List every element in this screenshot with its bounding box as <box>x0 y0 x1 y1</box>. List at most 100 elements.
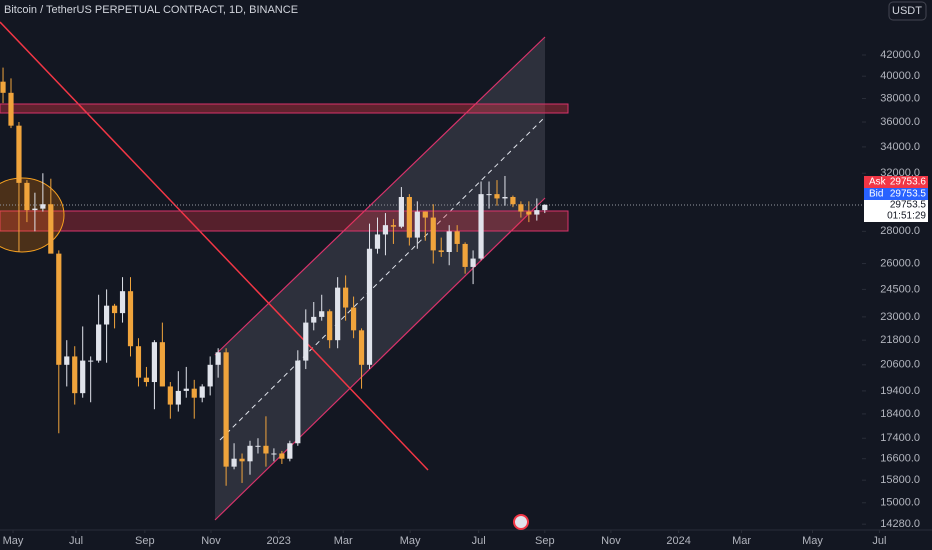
ask-price: 29753.6 <box>890 177 927 188</box>
candle-body <box>151 342 158 383</box>
candle-body <box>135 346 142 378</box>
y-tick-label: 32000.0 <box>880 167 920 179</box>
candle-body <box>104 305 110 325</box>
candle-body <box>327 311 333 341</box>
candle-body <box>111 305 118 314</box>
zone <box>0 103 569 114</box>
candle-body <box>446 231 452 253</box>
candle-body <box>510 196 516 205</box>
y-tick-label: 21800.0 <box>880 334 920 346</box>
candle-body <box>542 204 548 211</box>
bid-box <box>864 188 928 200</box>
x-tick-label: Sep <box>135 535 155 547</box>
bid-price: 29753.5 <box>890 189 927 200</box>
x-tick-label: 2024 <box>666 535 690 547</box>
x-tick-label: 2023 <box>266 535 290 547</box>
candle-body <box>199 386 205 398</box>
y-tick-label: 15000.0 <box>880 497 920 509</box>
candle-body <box>239 458 245 462</box>
x-tick-label: Nov <box>601 535 621 547</box>
candle-body <box>398 196 404 227</box>
y-tick-label: 19400.0 <box>880 385 920 397</box>
y-tick-label: 28000.0 <box>880 225 920 237</box>
x-tick-label: Jul <box>872 535 886 547</box>
candle-body <box>215 352 221 365</box>
x-tick-label: Jul <box>69 535 83 547</box>
x-tick-label: Mar <box>732 535 751 547</box>
currency-label[interactable]: USDT <box>892 5 922 17</box>
x-tick-label: May <box>802 535 823 547</box>
candle-body <box>478 194 484 259</box>
candle-body <box>534 210 540 215</box>
candle-body <box>287 443 293 459</box>
candle-body <box>382 225 389 235</box>
chart-title: Bitcoin / TetherUS PERPETUAL CONTRACT, 1… <box>4 4 298 16</box>
channel-upper <box>214 36 546 356</box>
highlight-circle <box>0 177 65 253</box>
candle-body <box>366 248 373 365</box>
y-tick-label: 18400.0 <box>880 408 920 420</box>
x-tick-label: Jul <box>472 535 486 547</box>
candle-body <box>119 291 126 314</box>
candle-body <box>335 287 341 341</box>
channel-mid <box>219 116 546 441</box>
last-box <box>864 200 928 222</box>
candle-body <box>127 291 134 347</box>
candle-body <box>343 287 349 308</box>
candle-body <box>319 311 325 317</box>
candle-body <box>526 211 532 215</box>
y-tick-label: 34000.0 <box>880 141 920 153</box>
candle-body <box>295 360 301 444</box>
y-tick-label: 42000.0 <box>880 49 920 61</box>
candle-body <box>96 324 102 361</box>
candle-body <box>80 360 86 394</box>
candle-body <box>390 225 397 227</box>
candle-body <box>462 243 468 267</box>
candle-body <box>40 204 46 209</box>
candle-body <box>0 81 6 93</box>
candle-body <box>72 356 78 394</box>
candle-body <box>231 458 237 467</box>
candle-body <box>207 364 213 387</box>
x-tick-label: May <box>3 535 24 547</box>
y-tick-label: 36000.0 <box>880 116 920 128</box>
x-tick-label: Sep <box>535 535 555 547</box>
candle-body <box>311 316 317 323</box>
y-tick-label: 26000.0 <box>880 257 920 269</box>
y-tick-label: 24500.0 <box>880 283 920 295</box>
candle-body <box>159 342 165 387</box>
trend-line <box>0 21 429 471</box>
candle-body <box>16 125 22 183</box>
candle-body <box>24 182 30 211</box>
y-tick-label: 38000.0 <box>880 92 920 104</box>
channel-lower <box>214 197 546 521</box>
candle-body <box>32 208 38 211</box>
y-tick-label: 16600.0 <box>880 453 920 465</box>
candle-body <box>518 204 524 212</box>
candle-body <box>48 204 54 254</box>
candle-body <box>255 445 261 447</box>
currency-button[interactable] <box>888 1 927 21</box>
candle-body <box>263 445 269 454</box>
last-price: 29753.5 <box>890 200 927 211</box>
y-tick-label: 23000.0 <box>880 311 920 323</box>
candle-body <box>358 330 365 365</box>
candle-body <box>167 386 173 405</box>
candle-body <box>183 388 189 391</box>
candle-body <box>438 250 444 253</box>
countdown: 01:51:29 <box>887 211 926 222</box>
candle-body <box>406 196 412 238</box>
candle-body <box>247 445 253 462</box>
x-tick-label: Nov <box>201 535 221 547</box>
candle-body <box>88 360 94 362</box>
ask-box <box>864 176 928 188</box>
candle-body <box>191 388 197 398</box>
candle-body <box>64 356 70 365</box>
event-icon[interactable] <box>513 514 529 530</box>
candle-body <box>454 231 460 244</box>
candle-body <box>223 352 229 467</box>
candle-body <box>494 194 500 199</box>
candle-body <box>143 377 150 383</box>
candle-body <box>430 217 436 251</box>
